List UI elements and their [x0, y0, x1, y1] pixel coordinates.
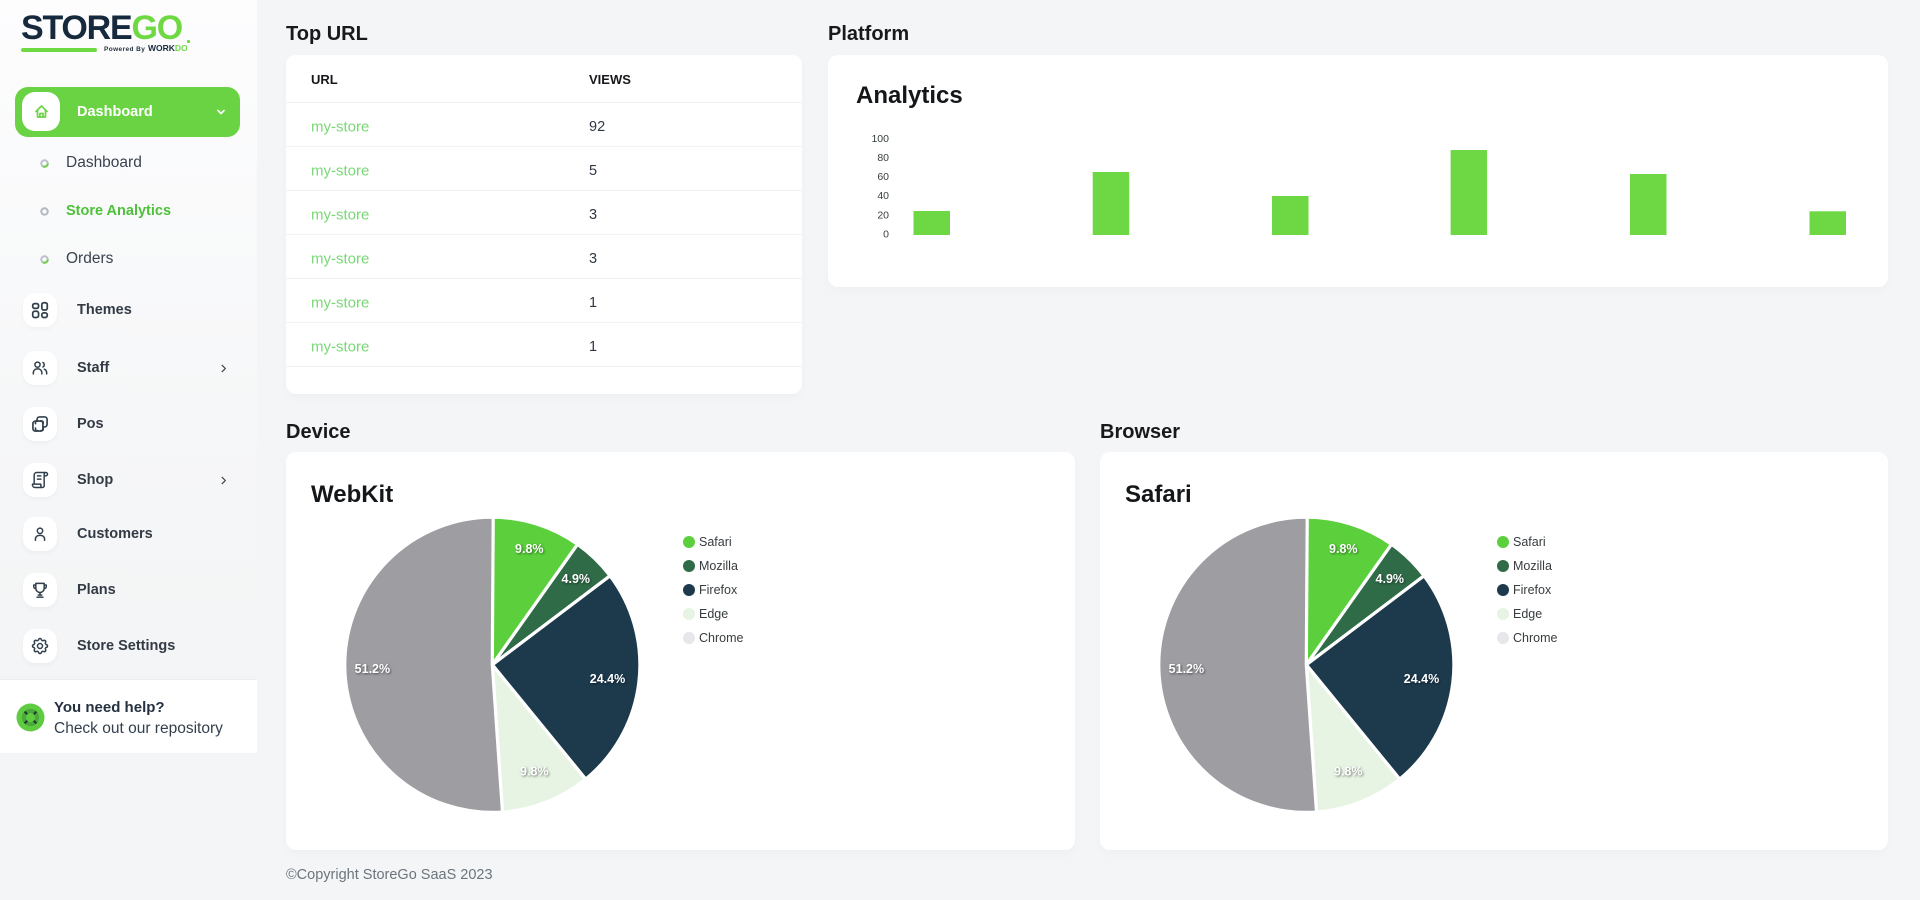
svg-text:4.9%: 4.9%	[562, 572, 591, 586]
svg-text:9.8%: 9.8%	[1329, 542, 1358, 556]
svg-text:0: 0	[883, 228, 889, 240]
svg-text:9.8%: 9.8%	[520, 764, 549, 778]
svg-text:9.8%: 9.8%	[1334, 764, 1363, 778]
svg-text:80: 80	[877, 152, 889, 164]
svg-text:9.8%: 9.8%	[515, 542, 544, 556]
svg-text:51.2%: 51.2%	[355, 662, 390, 676]
svg-text:24.4%: 24.4%	[1404, 672, 1439, 686]
svg-text:51.2%: 51.2%	[1169, 662, 1204, 676]
svg-text:24.4%: 24.4%	[590, 672, 625, 686]
svg-text:40: 40	[877, 190, 889, 202]
svg-text:20: 20	[877, 209, 889, 221]
svg-text:100: 100	[871, 133, 889, 145]
svg-text:4.9%: 4.9%	[1376, 572, 1405, 586]
svg-text:60: 60	[877, 171, 889, 183]
